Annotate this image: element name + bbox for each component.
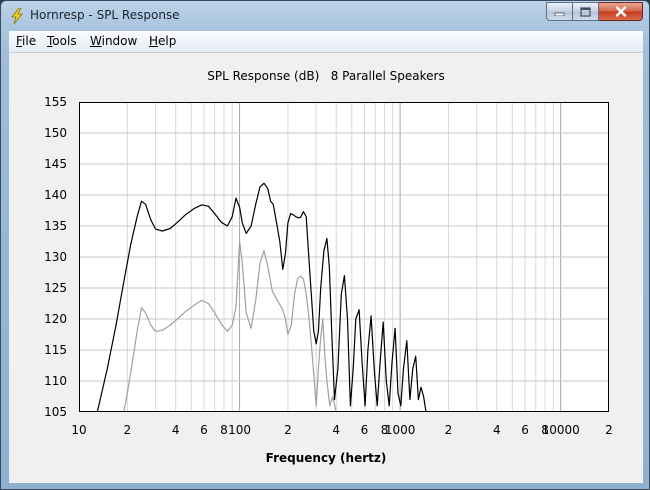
y-tick-label: 155 <box>44 95 67 109</box>
x-tick-label: 6 <box>361 423 369 437</box>
x-tick-label: 4 <box>493 423 501 437</box>
y-tick-label: 145 <box>44 157 67 171</box>
title-bar[interactable]: Hornresp - SPL Response <box>1 1 649 30</box>
menu-help[interactable]: Help <box>149 34 177 48</box>
minimize-button[interactable] <box>546 2 573 21</box>
spl-curve-black <box>96 182 427 412</box>
x-axis-title: Frequency (hertz) <box>265 451 387 465</box>
window-title: Hornresp - SPL Response <box>30 8 180 22</box>
minimize-icon <box>554 12 565 16</box>
y-tick-label: 140 <box>44 188 67 202</box>
spl-curve-grey <box>123 240 337 412</box>
chart-area: SPL Response (dB) 8 Parallel Speakers 10… <box>9 53 643 483</box>
close-icon <box>615 6 626 17</box>
lightning-bolt-icon <box>11 8 23 24</box>
x-tick-label: 2 <box>605 423 613 437</box>
menu-file[interactable]: File <box>16 34 37 48</box>
close-button[interactable] <box>599 2 643 21</box>
y-tick-label: 120 <box>44 312 67 326</box>
maximize-button[interactable] <box>573 2 599 21</box>
x-tick-label: 8 <box>220 423 228 437</box>
x-tick-label: 2 <box>124 423 132 437</box>
x-tick-label: 6 <box>521 423 529 437</box>
maximize-icon <box>580 6 591 17</box>
caption-buttons <box>546 2 643 21</box>
x-tick-label: 6 <box>200 423 208 437</box>
x-tick-label: 1000 <box>385 423 416 437</box>
menu-window[interactable]: Window <box>90 34 138 48</box>
y-tick-label: 115 <box>44 343 67 357</box>
y-tick-label: 135 <box>44 219 67 233</box>
x-tick-label: 100 <box>228 423 251 437</box>
x-tick-label: 2 <box>445 423 453 437</box>
menu-tools[interactable]: Tools <box>47 34 77 48</box>
chart-title: SPL Response (dB) 8 Parallel Speakers <box>207 69 445 83</box>
y-tick-label: 125 <box>44 281 67 295</box>
plot-border <box>79 102 609 412</box>
x-tick-label: 8 <box>541 423 549 437</box>
y-tick-label: 150 <box>44 126 67 140</box>
x-tick-label: 10000 <box>542 423 580 437</box>
menu-bar: File Tools Window Help <box>9 31 643 53</box>
x-tick-label: 4 <box>332 423 340 437</box>
x-tick-label: 8 <box>381 423 389 437</box>
y-tick-label: 130 <box>44 250 67 264</box>
x-tick-label: 2 <box>284 423 292 437</box>
x-tick-label: 10 <box>71 423 86 437</box>
y-tick-label: 110 <box>44 374 67 388</box>
y-tick-label: 105 <box>44 405 67 419</box>
x-tick-label: 4 <box>172 423 180 437</box>
